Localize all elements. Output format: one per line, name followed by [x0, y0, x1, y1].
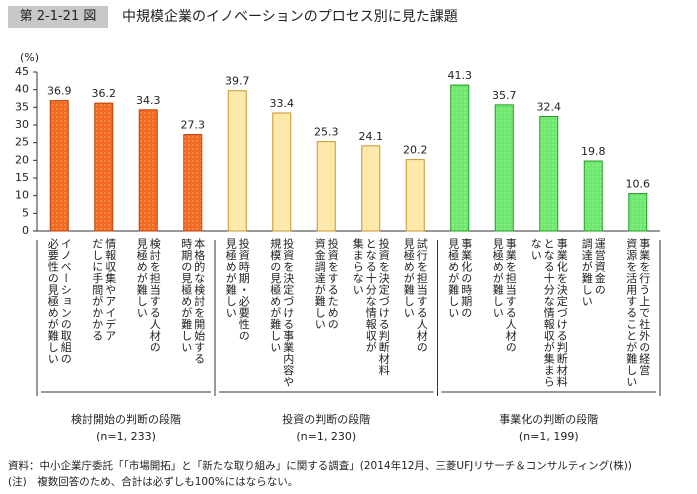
y-tick-label: 5: [22, 206, 29, 219]
x-tick-label: 試行を担当する人材の 見極めが難しい: [402, 238, 429, 353]
bar: [272, 112, 292, 232]
value-label: 36.2: [92, 87, 117, 100]
bar: [316, 141, 336, 232]
value-label: 10.6: [626, 178, 651, 191]
bar: [405, 159, 425, 232]
x-tick-label: 投資を決定づける事業内容や 規模の見極めが難しい: [268, 238, 295, 388]
group-label: 投資の判断の段階: [282, 413, 371, 426]
note: (注) 複数回答のため、合計は必ずしも100%にはならない。: [8, 476, 299, 488]
value-label: 19.8: [581, 145, 606, 158]
y-unit: (%): [20, 51, 39, 64]
x-tick-label: 運営資金の 調達が難しい: [580, 238, 607, 307]
y-tick-label: 25: [15, 136, 29, 149]
bar: [583, 160, 603, 232]
bar: [183, 134, 203, 232]
value-label: 39.7: [225, 75, 250, 88]
y-tick-label: 30: [15, 118, 29, 131]
x-tick-label: 情報収集やアイデア だしに手間がかかる: [90, 238, 117, 342]
group-n: (n=1, 230): [296, 430, 357, 443]
group-label: 検討開始の判断の段階: [71, 413, 181, 426]
value-label: 32.4: [537, 101, 562, 114]
value-label: 27.3: [181, 119, 206, 132]
bar: [539, 116, 559, 232]
figure-number: 第 2-1-21 図: [8, 6, 108, 28]
bar: [494, 104, 514, 232]
x-tick-label: 本格的な検討を開始する 時期の見極めが難しい: [179, 238, 206, 365]
y-tick-label: 15: [15, 171, 29, 184]
y-tick-label: 10: [15, 189, 29, 202]
y-tick-label: 45: [15, 65, 29, 78]
x-tick-label: 投資時期・必要性の 見極めが難しい: [224, 238, 251, 342]
group-n: (n=1, 199): [518, 430, 579, 443]
x-tick-label: 投資をするための 資金調達が難しい: [313, 238, 340, 330]
value-label: 24.1: [359, 130, 384, 143]
group-label: 事業化の判断の段階: [499, 413, 599, 426]
value-label: 36.9: [47, 85, 72, 98]
x-tick-label: 事業を担当する人材の 見極めが難しい: [491, 238, 518, 353]
value-label: 33.4: [270, 97, 295, 110]
bar: [361, 145, 381, 232]
x-tick-label: 検討を担当する人材の 見極めが難しい: [135, 238, 162, 353]
y-tick-label: 35: [15, 100, 29, 113]
value-label: 41.3: [448, 69, 473, 82]
value-label: 20.2: [403, 144, 428, 157]
bar: [49, 100, 69, 232]
group-n: (n=1, 233): [96, 430, 156, 443]
bar: [450, 84, 470, 232]
x-tick-label: 事業を行う上で社外の経営 資源を活用することが難しい: [624, 238, 651, 388]
value-label: 25.3: [314, 126, 339, 139]
x-tick-label: 投資を決定づける判断材料 となる十分な情報収が 集まらない: [351, 238, 391, 376]
value-label: 35.7: [492, 89, 517, 102]
value-label: 34.3: [136, 94, 161, 107]
y-tick-label: 40: [15, 83, 29, 96]
bar: [94, 102, 114, 232]
x-tick-label: 事業化を決定づける判断材料 となる十分な情報収が集まら ない: [529, 238, 569, 388]
chart-title: 中規模企業のイノベーションのプロセス別に見た課題: [122, 9, 458, 25]
x-tick-label: イノベーションの取組の 必要性の見極めが難しい: [46, 238, 73, 365]
bar: [138, 109, 158, 232]
bar: [628, 193, 648, 232]
source: 資料：中小企業庁委託「「市場開拓」と「新たな取り組み」に関する調査」(2014年…: [8, 460, 632, 472]
y-tick-label: 0: [22, 224, 29, 237]
y-tick-label: 20: [15, 153, 29, 166]
bar: [227, 90, 247, 232]
x-tick-label: 事業化の時期の 見極めが難しい: [446, 238, 473, 319]
